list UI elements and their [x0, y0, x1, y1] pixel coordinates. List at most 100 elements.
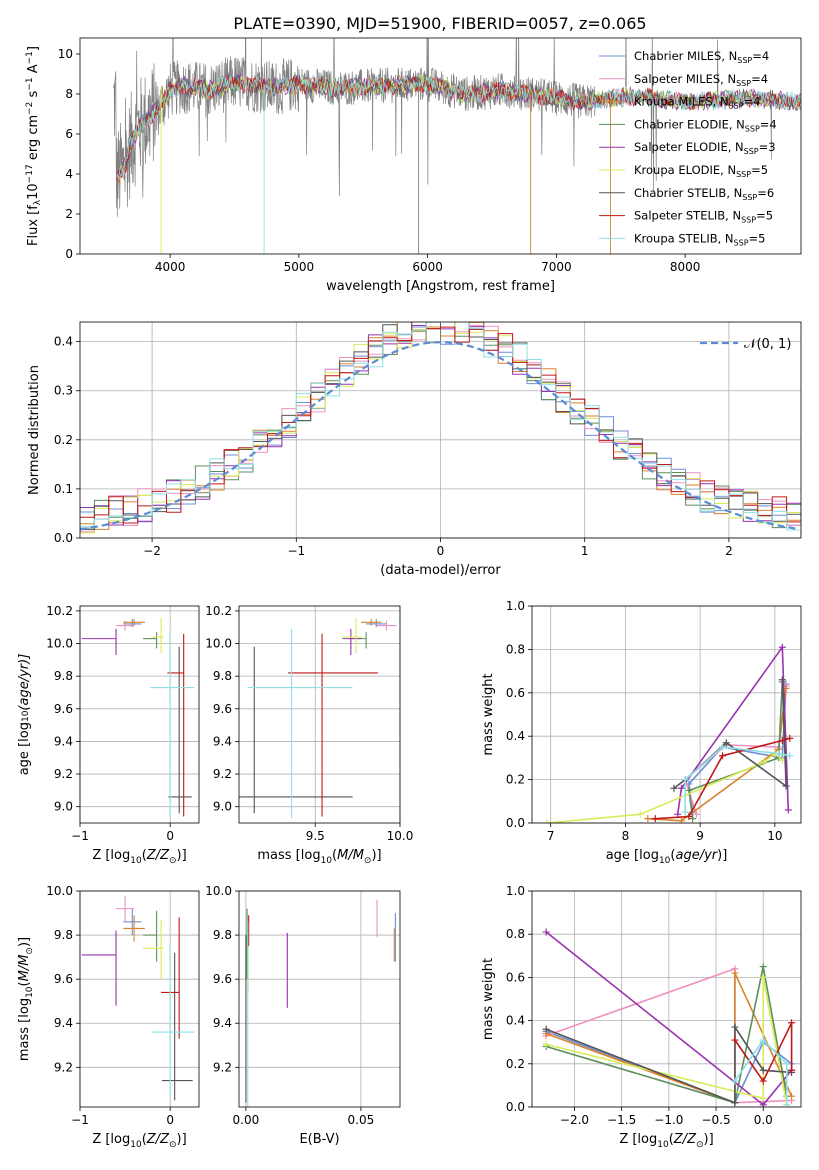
y-tick-label: 9.2 [213, 767, 232, 781]
plot-area [81, 617, 195, 819]
x-axis-label: Z [log10(Z/Z⊙)] [92, 1132, 186, 1150]
plot-area [245, 899, 396, 1107]
mass-weight-marker [719, 752, 727, 760]
x-tick-label: 9.5 [306, 829, 325, 843]
y-tick-label: 0.6 [506, 686, 525, 700]
legend-label: Salpeter MILES, NSSP=4 [634, 72, 768, 88]
y-tick-label: 9.0 [213, 800, 232, 814]
axes-frame [79, 321, 802, 539]
plot-area [81, 895, 195, 1101]
y-tick-label: 0.4 [506, 1014, 525, 1028]
y-tick-label: 9.4 [213, 734, 232, 748]
y-tick-label: 10.2 [46, 604, 73, 618]
mass-weight-marker [759, 1101, 767, 1107]
mass-weight-line [545, 966, 788, 1104]
x-axis-label: E(B-V) [299, 1132, 339, 1147]
mass-weight-line [673, 679, 787, 789]
mass-weight-marker [685, 786, 693, 794]
x-axis-label: (data-model)/error [380, 563, 501, 578]
panel-4: 9.5 10.0 9.0 9.2 9.4 9.6 9.8 10.0 10.2 mass [log1… [205, 604, 413, 866]
mass-weight-marker [783, 1060, 791, 1068]
legend-label: Chabrier MILES, NSSP=4 [634, 49, 769, 65]
panel-6: −1 0 9.2 9.4 9.6 9.8 10.0 Z [log10(Z/Z⊙)] mass [… [17, 884, 200, 1150]
x-tick-label: −0.5 [701, 1113, 730, 1127]
x-tick-label: 0 [437, 544, 445, 558]
mass-weight-marker [759, 973, 767, 981]
y-axis-label: mass weight [481, 958, 496, 1040]
mass-weight-marker [778, 737, 786, 745]
mass-weight-marker [681, 776, 689, 784]
y-tick-label: 10.0 [205, 637, 232, 651]
axes-frame [238, 605, 401, 824]
plot-area [113, 38, 801, 254]
x-tick-label: −2.0 [560, 1113, 589, 1127]
plot-area [543, 643, 794, 823]
mass-weight-marker [778, 643, 786, 651]
x-tick-label: −1 [71, 829, 89, 843]
panel-1: 4000 5000 6000 7000 8000 0 2 4 6 8 10 Chabrier MILE… [25, 37, 802, 294]
legend-label: Salpeter STELIB, NSSP=5 [634, 209, 773, 225]
mass-weight-marker [636, 810, 644, 818]
x-axis-label: age [log10(age/yr)] [606, 848, 728, 866]
legend-label: 𝒩(0, 1) [744, 337, 791, 352]
mass-weight-line [546, 752, 783, 823]
x-axis-label: Z [log10(Z/Z⊙)] [619, 1132, 713, 1150]
mass-weight-marker [775, 750, 783, 758]
mass-weight-marker [731, 1077, 739, 1085]
y-tick-label: 9.4 [54, 1016, 73, 1030]
mass-weight-marker [759, 1066, 767, 1074]
y-tick-label: 9.6 [213, 972, 232, 986]
axes-frame [79, 605, 200, 824]
y-tick-label: 6 [65, 127, 73, 141]
x-tick-label: −2 [143, 544, 161, 558]
x-tick-label: 10.0 [387, 829, 414, 843]
y-axis-label: Normed distribution [27, 365, 42, 495]
mass-weight-marker [783, 1101, 791, 1107]
x-tick-label: −1 [287, 544, 305, 558]
axes-frame [238, 890, 401, 1108]
axes-frame [531, 605, 802, 824]
x-tick-label: 0.00 [233, 1113, 260, 1127]
mass-weight-marker [786, 752, 794, 760]
mass-weight-line [546, 977, 788, 1105]
mass-weight-marker [722, 739, 730, 747]
y-axis-label: age [log10(age/yr)] [17, 654, 32, 776]
x-tick-label: −1.5 [607, 1113, 636, 1127]
x-tick-label: 0 [166, 829, 174, 843]
mass-weight-marker [644, 815, 652, 823]
x-tick-label: 6000 [412, 260, 443, 274]
x-tick-label: −1.0 [654, 1113, 683, 1127]
mass-weight-marker [670, 784, 678, 792]
mass-weight-marker [759, 1094, 767, 1102]
y-tick-label: 10 [58, 47, 73, 61]
legend-label: Kroupa ELODIE, NSSP=5 [634, 163, 768, 179]
y-axis-label: mass weight [481, 673, 496, 755]
y-tick-label: 9.6 [54, 702, 73, 716]
mass-weight-line [647, 688, 787, 822]
plot-area [80, 322, 801, 534]
x-axis-label: wavelength [Angstrom, rest frame] [326, 279, 555, 294]
y-tick-label: 9.2 [54, 767, 73, 781]
x-tick-label: 0 [166, 1113, 174, 1127]
axes-frame [79, 37, 802, 255]
y-tick-label: 2 [65, 207, 73, 221]
y-tick-label: 4 [65, 167, 73, 181]
x-tick-label: 7000 [541, 260, 572, 274]
y-tick-label: 9.6 [213, 702, 232, 716]
mass-weight-marker [760, 758, 768, 766]
y-tick-label: 0.0 [506, 1100, 525, 1114]
x-tick-label: 9 [696, 829, 704, 843]
panel-3: −1 0 9.0 9.2 9.4 9.6 9.8 10.0 10.2 Z [log10(Z/Z⊙)… [17, 604, 200, 866]
y-tick-label: 9.8 [54, 928, 73, 942]
panel-2: −2 −1 0 1 2 0.0 0.1 0.2 0.3 0.4 𝒩(0, 1) (data-model… [27, 321, 802, 578]
y-tick-label: 0.8 [506, 642, 525, 656]
panel-8: −2.0 −1.5 −1.0 −0.5 0.0 0.0 0.2 0.4 0.6 0.8 1.0 Z [… [481, 884, 802, 1150]
x-tick-label: 0.0 [754, 1113, 773, 1127]
y-axis-label: mass [log10(M/M⊙)] [17, 937, 35, 1061]
legend-label: Chabrier ELODIE, NSSP=4 [634, 117, 777, 133]
x-tick-label: 1 [581, 544, 589, 558]
mass-weight-marker [788, 1019, 796, 1027]
mass-weight-marker [788, 1066, 796, 1074]
mass-weight-marker [759, 1036, 767, 1044]
